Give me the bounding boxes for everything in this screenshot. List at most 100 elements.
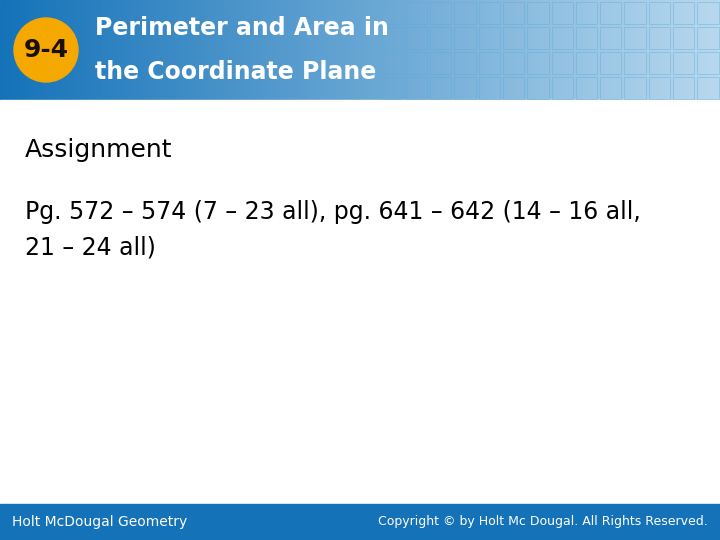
Bar bbox=[199, 0, 202, 100]
Bar bbox=[377, 0, 379, 100]
Bar bbox=[506, 0, 509, 100]
Bar bbox=[36, 0, 39, 100]
Bar bbox=[495, 0, 498, 100]
Bar bbox=[585, 0, 588, 100]
Bar bbox=[521, 0, 523, 100]
Bar bbox=[135, 0, 138, 100]
Bar bbox=[646, 0, 649, 100]
Bar bbox=[216, 0, 219, 100]
Bar bbox=[173, 0, 176, 100]
Bar bbox=[146, 0, 149, 100]
Text: Pg. 572 – 574 (7 – 23 all), pg. 641 – 642 (14 – 16 all,
21 – 24 all): Pg. 572 – 574 (7 – 23 all), pg. 641 – 64… bbox=[25, 200, 641, 259]
Bar bbox=[142, 0, 145, 100]
Bar bbox=[614, 0, 617, 100]
Bar bbox=[463, 0, 466, 100]
Bar bbox=[382, 51, 402, 73]
Bar bbox=[531, 0, 534, 100]
Bar bbox=[598, 0, 600, 100]
Bar bbox=[310, 0, 312, 100]
Bar bbox=[603, 0, 606, 100]
Bar bbox=[372, 0, 375, 100]
Bar bbox=[713, 0, 716, 100]
Bar bbox=[396, 0, 399, 100]
Bar bbox=[58, 0, 60, 100]
Circle shape bbox=[14, 18, 78, 82]
Bar bbox=[197, 0, 199, 100]
Bar bbox=[479, 51, 500, 73]
Bar bbox=[554, 0, 557, 100]
Bar bbox=[420, 0, 423, 100]
Bar bbox=[297, 0, 300, 100]
Bar bbox=[649, 77, 670, 98]
Bar bbox=[0, 504, 720, 540]
Bar bbox=[653, 0, 656, 100]
Bar bbox=[451, 0, 454, 100]
Bar bbox=[454, 51, 476, 73]
Bar bbox=[487, 0, 490, 100]
Bar bbox=[182, 0, 185, 100]
Bar bbox=[475, 0, 478, 100]
Bar bbox=[293, 0, 296, 100]
Bar bbox=[662, 0, 665, 100]
Bar bbox=[166, 0, 168, 100]
Bar bbox=[63, 0, 66, 100]
Bar bbox=[593, 0, 595, 100]
Bar bbox=[696, 0, 699, 100]
Bar bbox=[331, 0, 334, 100]
Bar bbox=[382, 0, 384, 100]
Bar bbox=[360, 0, 363, 100]
Bar bbox=[697, 2, 719, 24]
Bar bbox=[454, 0, 456, 100]
Bar bbox=[576, 77, 597, 98]
Bar bbox=[545, 0, 548, 100]
Bar bbox=[624, 0, 627, 100]
Bar bbox=[430, 26, 451, 49]
Bar bbox=[288, 0, 291, 100]
Bar bbox=[697, 77, 719, 98]
Bar bbox=[266, 0, 269, 100]
Bar bbox=[583, 0, 586, 100]
Bar bbox=[434, 0, 437, 100]
Bar bbox=[252, 0, 255, 100]
Bar bbox=[576, 51, 597, 73]
Bar bbox=[9, 0, 12, 100]
Bar bbox=[643, 0, 646, 100]
Bar bbox=[394, 0, 397, 100]
Bar bbox=[607, 0, 610, 100]
Bar bbox=[137, 0, 140, 100]
Bar bbox=[382, 77, 402, 98]
Bar bbox=[204, 0, 207, 100]
Bar bbox=[89, 0, 91, 100]
Bar bbox=[122, 0, 125, 100]
Bar bbox=[34, 0, 37, 100]
Bar bbox=[315, 0, 318, 100]
Bar bbox=[117, 0, 120, 100]
Bar bbox=[470, 0, 473, 100]
Bar bbox=[96, 0, 99, 100]
Bar bbox=[346, 0, 348, 100]
Bar bbox=[189, 0, 192, 100]
Bar bbox=[29, 0, 32, 100]
Bar bbox=[130, 0, 132, 100]
Bar bbox=[274, 0, 276, 100]
Bar bbox=[202, 0, 204, 100]
Bar bbox=[238, 0, 240, 100]
Bar bbox=[41, 0, 44, 100]
Bar bbox=[355, 0, 358, 100]
Bar bbox=[125, 0, 127, 100]
Text: 9-4: 9-4 bbox=[24, 38, 68, 62]
Bar bbox=[410, 0, 413, 100]
Bar bbox=[473, 0, 476, 100]
Bar bbox=[590, 0, 593, 100]
Bar bbox=[600, 2, 621, 24]
Bar bbox=[430, 51, 451, 73]
Bar bbox=[91, 0, 94, 100]
Bar bbox=[149, 0, 152, 100]
Bar bbox=[490, 0, 492, 100]
Bar bbox=[673, 77, 694, 98]
Bar bbox=[230, 0, 233, 100]
Bar bbox=[353, 0, 356, 100]
Bar bbox=[571, 0, 574, 100]
Bar bbox=[600, 0, 603, 100]
Bar bbox=[171, 0, 174, 100]
